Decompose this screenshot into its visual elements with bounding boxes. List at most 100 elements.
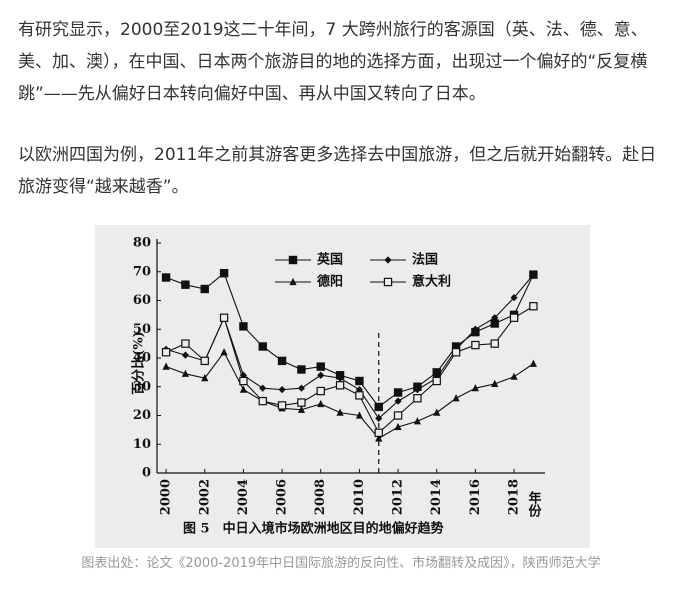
marker	[297, 398, 306, 407]
figure: 百分比(%) 年份 图 5 中日入境市场欧洲地区目的地偏好趋势 0 10 20 30 4…	[95, 225, 590, 548]
chart: 百分比(%) 年份 图 5 中日入境市场欧洲地区目的地偏好趋势 0 10 20 30 4…	[131, 236, 545, 537]
series-line	[165, 351, 534, 440]
legend-label: 法国	[412, 252, 438, 268]
marker	[355, 376, 364, 386]
marker	[316, 386, 325, 396]
x-tick-label: 2014	[429, 479, 444, 515]
figure-title: 图 5 中日入境市场欧洲地区目的地偏好趋势	[183, 521, 444, 537]
x-tick-label: 2004	[236, 479, 251, 515]
marker	[510, 372, 518, 380]
marker	[297, 384, 306, 392]
marker	[394, 422, 402, 431]
marker	[181, 339, 190, 348]
marker	[220, 348, 228, 356]
paragraph: 有研究显示，2000至2019这二十年间，7 大跨州旅行的客源国（英、法、德、意…	[18, 20, 648, 104]
marker	[433, 408, 441, 416]
marker	[200, 356, 209, 366]
marker	[471, 340, 480, 350]
marker	[490, 339, 499, 348]
marker	[181, 369, 190, 377]
marker	[317, 371, 325, 379]
marker	[317, 399, 325, 408]
y-tick-label: 50	[133, 322, 151, 337]
marker	[394, 397, 402, 405]
marker	[161, 348, 171, 357]
marker	[529, 271, 538, 279]
marker	[277, 401, 287, 410]
marker	[374, 402, 383, 412]
marker	[162, 362, 170, 370]
marker	[413, 394, 422, 403]
x-tick-label: 2000	[159, 479, 174, 515]
paragraph: 以欧洲四国为例，2011年之前其游客更多选择去中国旅游，但之后就开始翻转。赴日旅…	[18, 145, 657, 197]
marker	[491, 314, 499, 322]
x-tick-label: 2016	[468, 479, 483, 515]
marker	[374, 428, 383, 437]
y-axis-label: 百分比(%)	[131, 331, 147, 395]
caption: 图表出处：论文《2000-2019年中日国际旅游的反向性、市场翻转及成因》，陕西…	[81, 556, 601, 571]
marker	[375, 434, 383, 442]
marker	[336, 408, 344, 416]
marker	[451, 348, 461, 357]
marker	[219, 313, 229, 322]
y-tick-label: 30	[133, 379, 151, 394]
y-tick-label: 10	[133, 437, 151, 452]
marker	[413, 417, 422, 425]
marker	[277, 356, 287, 366]
legend-marker	[289, 277, 297, 286]
marker	[510, 294, 518, 302]
marker	[278, 386, 286, 394]
marker	[491, 379, 499, 387]
marker	[432, 376, 441, 386]
y-tick-label: 0	[142, 466, 151, 481]
marker	[509, 313, 519, 322]
legend-label: 英国	[316, 252, 343, 268]
x-tick-label: 2010	[352, 479, 367, 515]
marker	[393, 411, 403, 420]
legend-label: 意大利	[412, 274, 451, 290]
y-tick-label: 80	[133, 236, 151, 251]
x-tick-label: 2002	[197, 479, 212, 515]
marker	[336, 374, 344, 382]
legend-marker	[288, 255, 298, 265]
marker	[471, 325, 480, 333]
x-tick-label: 2006	[275, 479, 290, 515]
marker	[258, 342, 267, 351]
marker	[316, 362, 325, 371]
legend-marker	[384, 256, 392, 264]
marker	[452, 394, 460, 402]
y-tick-label: 40	[133, 351, 151, 366]
marker	[529, 302, 538, 311]
marker	[413, 386, 422, 394]
marker	[181, 280, 190, 289]
y-tick-label: 20	[133, 408, 151, 423]
legend-label: 德阳	[317, 274, 343, 290]
y-tick-label: 60	[133, 293, 151, 308]
marker	[335, 381, 345, 390]
marker	[297, 365, 306, 374]
marker	[161, 273, 171, 282]
marker	[355, 411, 364, 419]
marker	[471, 384, 480, 392]
marker	[181, 351, 190, 359]
legend-marker	[383, 277, 393, 287]
marker	[355, 391, 364, 400]
marker	[297, 405, 306, 413]
marker	[375, 414, 383, 422]
marker	[219, 268, 229, 278]
x-axis-label: 年份	[526, 490, 542, 518]
marker	[393, 388, 403, 397]
x-tick-label: 2008	[313, 479, 328, 515]
y-tick-label: 70	[133, 264, 151, 279]
marker	[239, 322, 248, 331]
marker	[200, 284, 209, 294]
marker	[529, 359, 538, 367]
marker	[258, 396, 267, 406]
series-line	[165, 272, 534, 408]
x-tick-label: 2012	[391, 479, 406, 515]
marker	[239, 385, 248, 393]
marker	[259, 384, 267, 392]
x-tick-label: 2018	[507, 479, 522, 515]
marker	[239, 376, 248, 386]
